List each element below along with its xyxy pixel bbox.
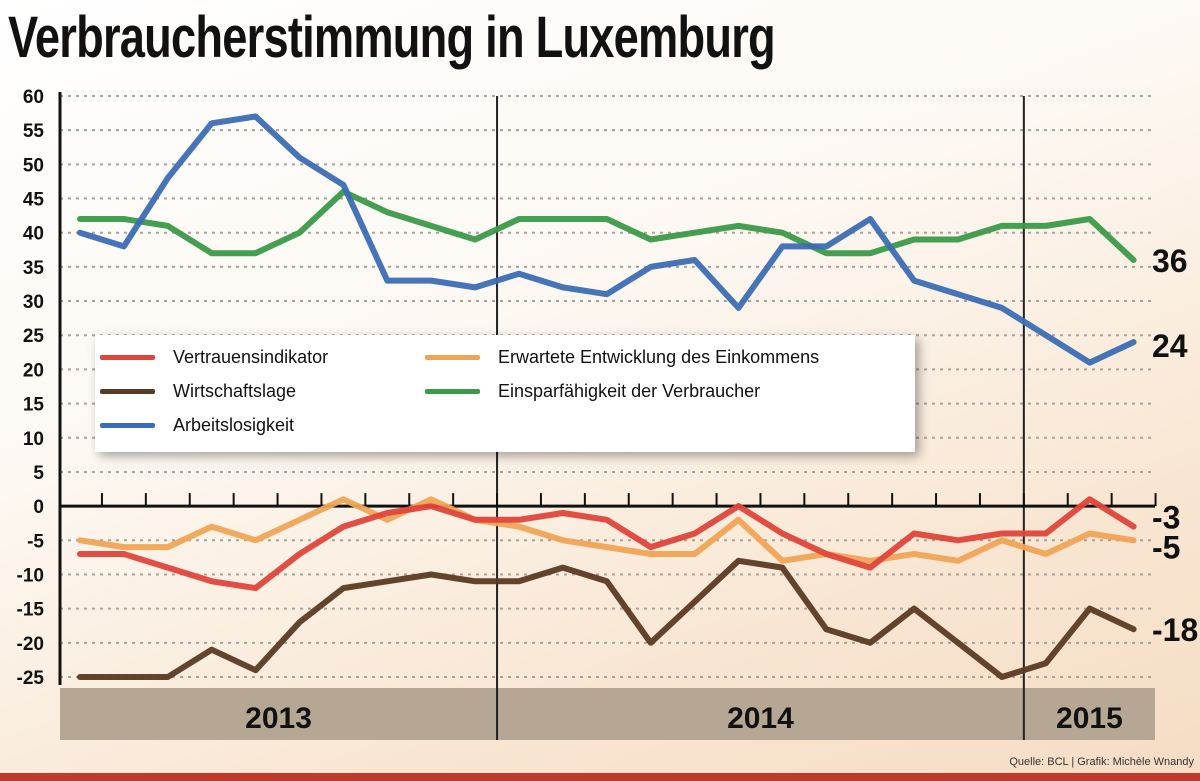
legend-item-einkommen: Erwartete Entwicklung des Einkommens [425, 347, 819, 368]
legend-swatch [100, 389, 155, 394]
legend-label: Einsparfähigkeit der Verbraucher [498, 381, 761, 401]
y-tick-label: 35 [23, 258, 45, 279]
year-label: 2015 [1056, 702, 1123, 735]
y-tick-label: 55 [23, 121, 45, 142]
legend-label: Vertrauensindikator [173, 347, 329, 367]
series-line-arbeitslosigkeit [77, 113, 1137, 366]
end-value-label: 36 [1152, 243, 1188, 279]
y-tick-label: -15 [17, 600, 45, 621]
legend-swatch [100, 423, 155, 428]
legend-label: Erwartete Entwicklung des Einkommens [498, 347, 820, 367]
y-tick-label: 60 [23, 87, 44, 108]
end-value-label: 24 [1152, 328, 1188, 364]
legend-label: Wirtschaftslage [173, 381, 297, 401]
legend-item-wirtschaftslage: Wirtschaftslage [100, 381, 296, 402]
legend: Vertrauensindikator Wirtschaftslage Arbe… [95, 335, 915, 452]
y-tick-label: 10 [23, 429, 44, 450]
legend-item-arbeitslosigkeit: Arbeitslosigkeit [100, 415, 294, 436]
end-value-label: -18 [1152, 612, 1198, 648]
year-label: 2014 [727, 702, 794, 735]
legend-label: Arbeitslosigkeit [173, 415, 295, 435]
end-value-label: -5 [1152, 529, 1180, 565]
y-tick-label: 45 [23, 190, 45, 211]
y-tick-label: 0 [33, 497, 44, 518]
year-label: 2013 [245, 702, 312, 735]
legend-item-einsparfaehigkeit: Einsparfähigkeit der Verbraucher [425, 381, 760, 402]
series-line-erwartete-entwicklung-des-einkommens [77, 496, 1137, 564]
series-line-wirtschaftslage [77, 557, 1137, 680]
y-tick-label: 40 [23, 224, 44, 245]
y-tick-label: 15 [23, 395, 45, 416]
y-tick-label: -20 [17, 634, 44, 655]
y-tick-label: 5 [33, 463, 44, 484]
end-value-label: -3 [1152, 500, 1180, 536]
chart-title: Verbraucherstimmung in Luxemburg [8, 5, 776, 70]
y-tick-label: -5 [27, 531, 44, 552]
y-tick-label: -10 [17, 565, 44, 586]
legend-swatch [425, 389, 480, 394]
y-tick-label: 25 [23, 326, 45, 347]
y-tick-label: 20 [23, 360, 44, 381]
y-tick-label: 30 [23, 292, 44, 313]
source-credit: Quelle: BCL | Grafik: Michèle Wnandy [1009, 756, 1194, 768]
series-line-einsparf-higkeit-der-verbraucher [77, 188, 1137, 263]
legend-swatch [425, 355, 480, 360]
y-tick-label: -25 [17, 668, 45, 689]
legend-item-vertrauensindikator: Vertrauensindikator [100, 347, 328, 368]
legend-swatch [100, 355, 155, 360]
y-tick-label: 50 [23, 155, 44, 176]
year-band [60, 688, 1155, 740]
bottom-accent-bar [0, 773, 1200, 781]
